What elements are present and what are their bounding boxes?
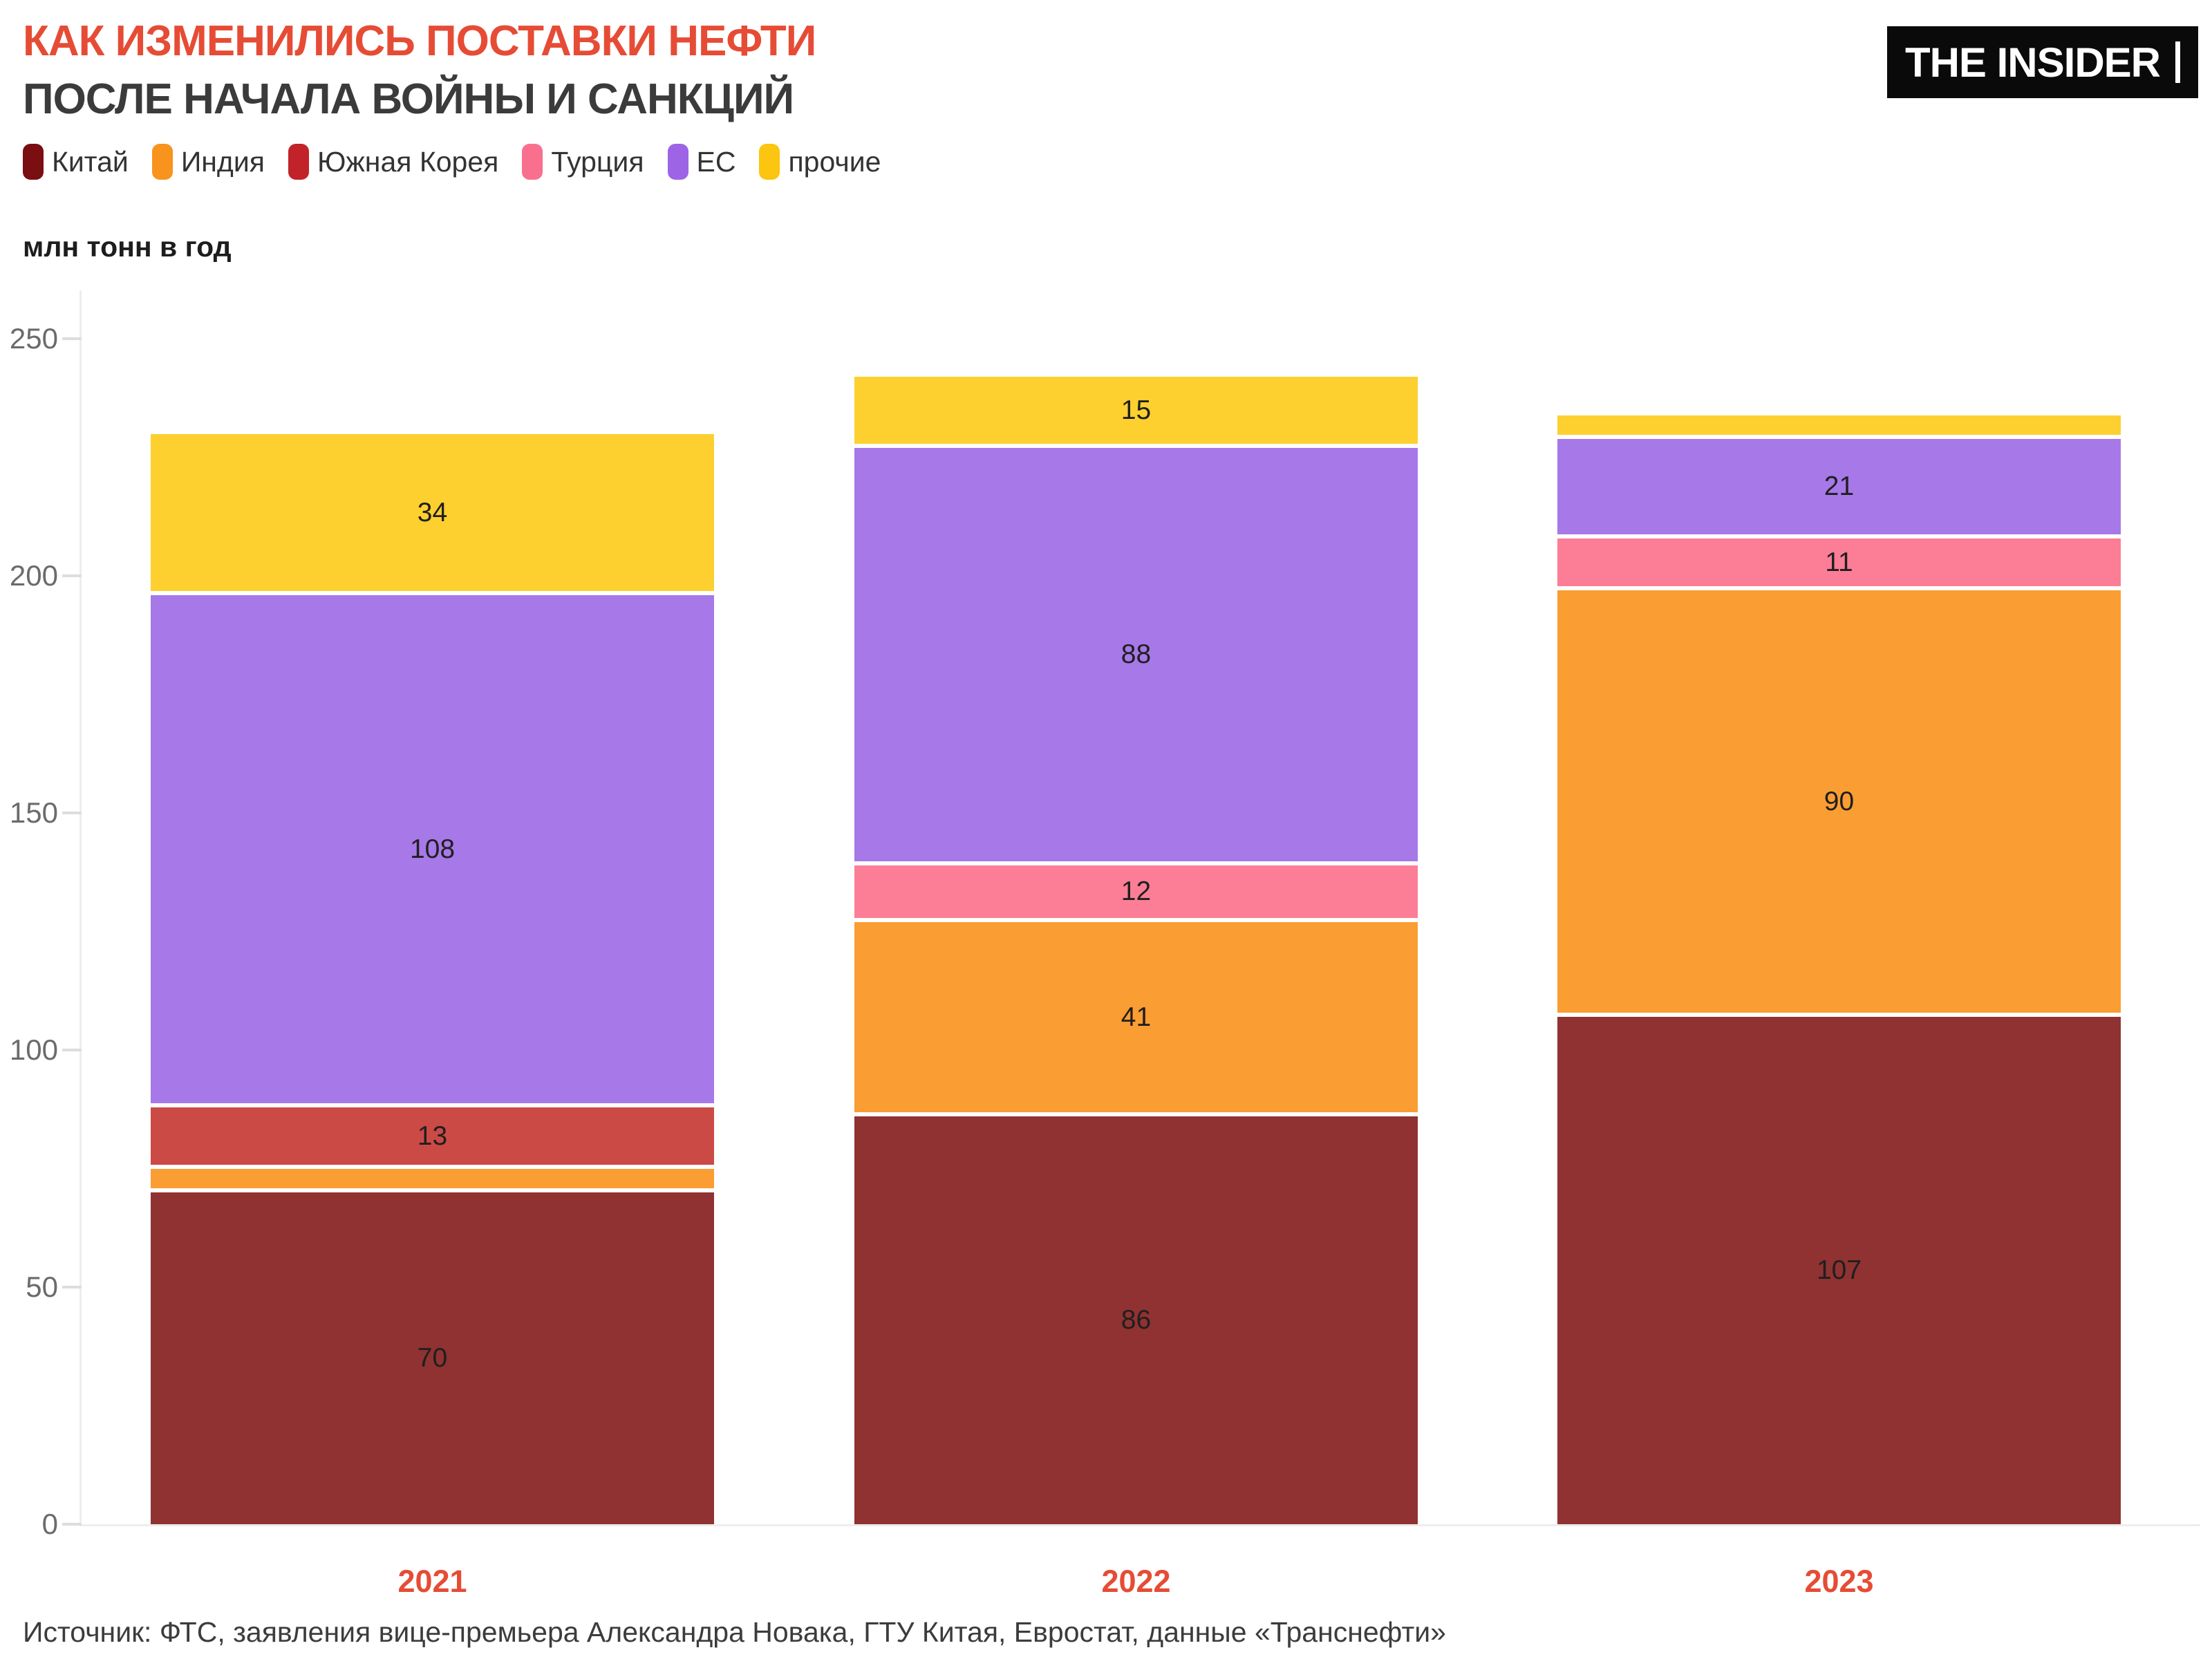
segment-value-label: 13 — [417, 1121, 448, 1151]
y-tick-mark — [62, 337, 82, 340]
the-insider-logo: THE INSIDER — [1886, 26, 2198, 98]
segment-value-label: 88 — [1121, 639, 1152, 669]
segment-value-label: 21 — [1824, 471, 1855, 501]
y-tick-mark — [62, 574, 82, 577]
y-tick-mark — [62, 1049, 82, 1051]
y-tick-mark — [62, 812, 82, 814]
segment-value-label: 34 — [417, 497, 448, 527]
logo-text: THE INSIDER — [1904, 39, 2161, 86]
y-tick-label-250: 250 — [9, 322, 58, 355]
legend-swatch — [23, 144, 44, 180]
bar-segment-Индия-2022: 41 — [854, 922, 1418, 1116]
bar-segment-Китай-2021: 70 — [151, 1192, 714, 1524]
bar-segment-прочие-2023 — [1557, 415, 2121, 439]
legend-label: Южная Корея — [317, 145, 499, 178]
stacked-bar-2023: 21 11 90 107 — [1557, 415, 2121, 1524]
x-axis-label-2021: 2021 — [397, 1564, 467, 1599]
bar-segment-Южная Корея-2021: 13 — [151, 1107, 714, 1169]
logo-divider-bar — [2175, 41, 2180, 83]
legend-swatch — [288, 144, 309, 180]
bar-segment-ЕС-2021: 108 — [151, 595, 714, 1107]
legend-label: Индия — [180, 145, 265, 178]
legend-swatch — [667, 144, 688, 180]
bar-segment-прочие-2021: 34 — [151, 434, 714, 595]
x-axis-label-2022: 2022 — [1101, 1564, 1171, 1599]
legend-label: Турция — [551, 145, 644, 178]
bar-segment-прочие-2022: 15 — [854, 377, 1418, 448]
source-note: Источник: ФТС, заявления вице-премьера А… — [23, 1616, 1446, 1648]
plot-area: 0 50 100 150 200 250 34 108 13 70 2021 15 88 12 41 86 20… — [10, 290, 2200, 1599]
bar-segment-Индия-2023: 90 — [1557, 590, 2121, 1017]
y-tick-mark — [62, 1286, 82, 1288]
legend-item-Турция: Турция — [522, 144, 644, 180]
y-tick-label-50: 50 — [26, 1271, 58, 1303]
legend-swatch — [522, 144, 543, 180]
y-tick-label-200: 200 — [9, 559, 58, 592]
legend-item-Китай: Китай — [23, 144, 129, 180]
segment-value-label: 108 — [409, 834, 456, 864]
y-axis-title: млн тонн в год — [23, 231, 232, 263]
legend-label: Китай — [52, 145, 129, 178]
legend-item-Южная Корея: Южная Корея — [288, 144, 498, 180]
page-subtitle: ПОСЛЕ НАЧАЛА ВОЙНЫ И САНКЦИЙ — [23, 75, 794, 123]
y-tick-mark — [62, 1523, 82, 1526]
bar-segment-ЕС-2023: 21 — [1557, 439, 2121, 538]
x-axis-label-2023: 2023 — [1804, 1564, 1874, 1599]
chart-legend: Китай Индия Южная Корея Турция ЕС прочие — [23, 144, 881, 180]
bar-segment-Индия-2021 — [151, 1169, 714, 1192]
segment-value-label: 107 — [1816, 1255, 1862, 1285]
legend-item-Индия: Индия — [151, 144, 265, 180]
bar-segment-Китай-2022: 86 — [854, 1116, 1418, 1524]
y-tick-label-150: 150 — [9, 796, 58, 829]
page-title: КАК ИЗМЕНИЛИСЬ ПОСТАВКИ НЕФТИ — [23, 17, 816, 65]
segment-value-label: 86 — [1121, 1305, 1152, 1335]
segment-value-label: 11 — [1825, 547, 1853, 577]
segment-value-label: 70 — [417, 1343, 448, 1373]
segment-value-label: 12 — [1121, 877, 1152, 906]
legend-label: прочие — [788, 145, 881, 178]
bar-segment-ЕС-2022: 88 — [854, 448, 1418, 865]
legend-swatch — [151, 144, 173, 180]
legend-swatch — [759, 144, 780, 180]
legend-item-прочие: прочие — [759, 144, 881, 180]
y-tick-label-0: 0 — [41, 1508, 58, 1540]
segment-value-label: 41 — [1121, 1002, 1152, 1032]
bar-segment-Турция-2022: 12 — [854, 865, 1418, 922]
legend-item-ЕС: ЕС — [667, 144, 736, 180]
segment-value-label: 15 — [1121, 395, 1152, 425]
segment-value-label: 90 — [1824, 786, 1855, 816]
bar-segment-Китай-2023: 107 — [1557, 1017, 2121, 1524]
legend-label: ЕС — [696, 145, 736, 178]
stacked-bar-2021: 34 108 13 70 — [151, 434, 714, 1524]
y-tick-label-100: 100 — [9, 1033, 58, 1066]
bar-segment-Турция-2023: 11 — [1557, 538, 2121, 590]
stacked-bar-2022: 15 88 12 41 86 — [854, 377, 1418, 1524]
